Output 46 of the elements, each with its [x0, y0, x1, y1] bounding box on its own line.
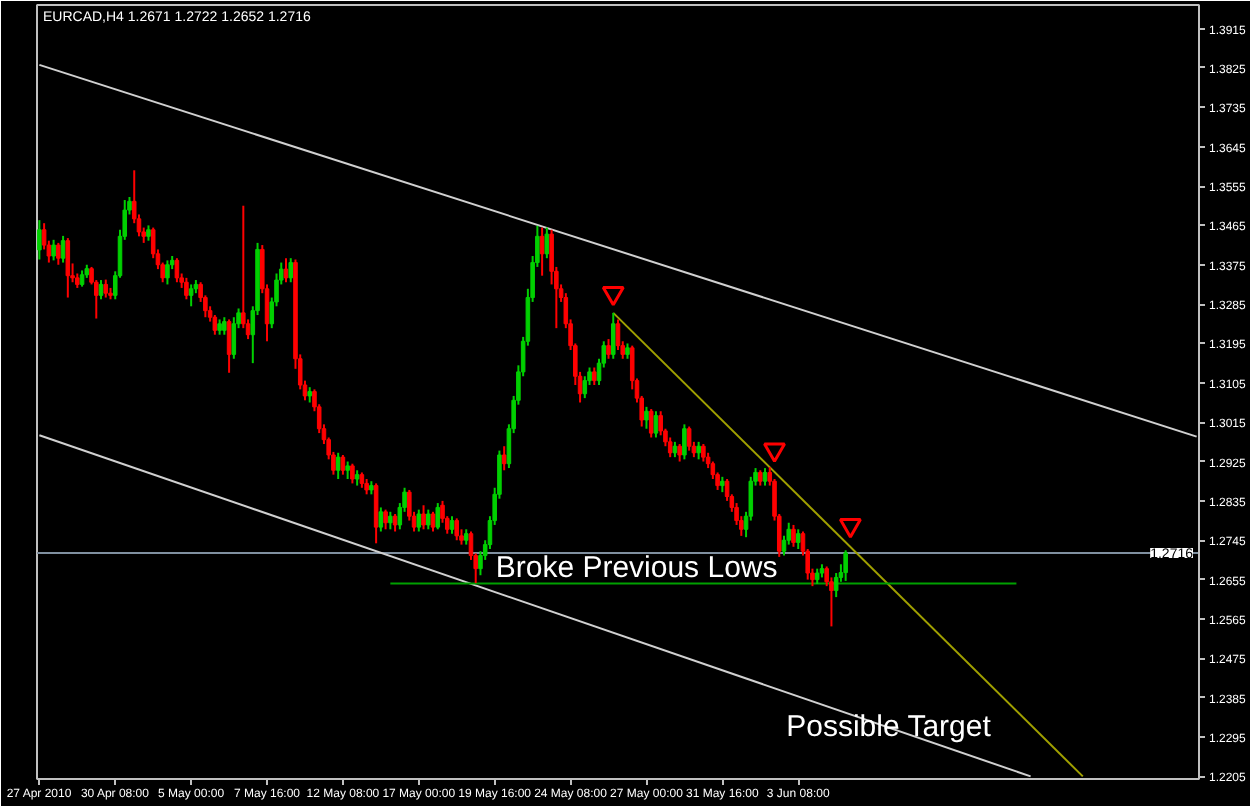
candlestick: [606, 338, 611, 360]
point: [763, 442, 787, 463]
candlestick: [288, 257, 294, 284]
candlestick: [378, 506, 384, 533]
candlestick: [184, 276, 189, 301]
candlestick: [350, 462, 355, 485]
candlestick: [373, 482, 379, 545]
candlestick: [544, 226, 550, 260]
candlestick: [644, 405, 649, 430]
candlestick: [582, 375, 588, 400]
candlestick: [501, 445, 507, 472]
candlestick: [226, 318, 232, 374]
candlestick: [667, 436, 673, 459]
candlestick: [56, 241, 61, 266]
candlestick: [454, 517, 460, 542]
candlestick: [283, 257, 289, 284]
candlestick: [791, 523, 796, 548]
point: [601, 285, 625, 307]
candlestick: [383, 508, 388, 531]
candlestick: [833, 572, 839, 599]
candlestick: [653, 410, 659, 439]
candlestick: [51, 238, 56, 262]
candlestick: [60, 234, 66, 264]
candlestick: [843, 549, 848, 582]
candlestick: [686, 425, 692, 452]
candlestick: [421, 504, 426, 531]
annotation: Possible Target: [786, 710, 993, 745]
candlestick: [340, 453, 346, 476]
candlestick: [610, 311, 616, 360]
candlestick: [165, 259, 170, 286]
candlestick: [795, 528, 801, 550]
candlestick: [435, 502, 441, 531]
candlestick: [648, 408, 654, 439]
candlestick: [174, 257, 180, 284]
annotation: Broke Previous Lows: [495, 551, 778, 586]
candlestick: [682, 423, 687, 461]
candlestick: [430, 510, 436, 533]
candlestick: [416, 508, 422, 533]
candlestick: [212, 314, 218, 336]
candlestick: [65, 237, 71, 299]
point: [838, 518, 862, 539]
candlestick: [98, 279, 104, 301]
candlestick: [426, 508, 431, 531]
candlestick: [188, 283, 194, 308]
candlestick: [37, 219, 42, 261]
candlestick: [231, 316, 237, 360]
